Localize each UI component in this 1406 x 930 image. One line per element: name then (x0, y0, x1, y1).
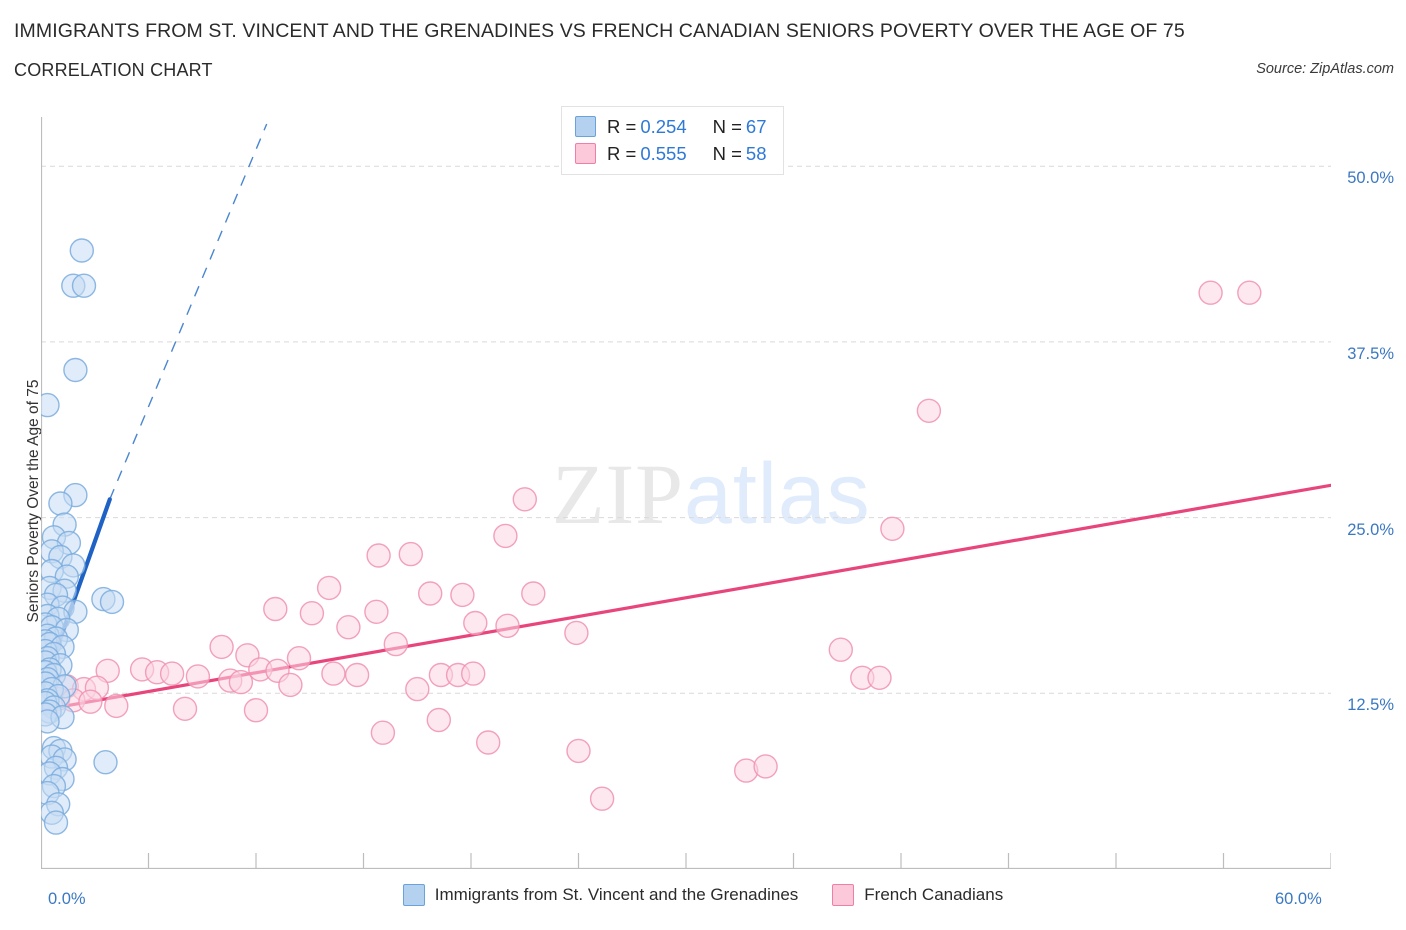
data-point (299, 601, 325, 626)
legend-item-series1[interactable]: Immigrants from St. Vincent and the Gren… (402, 884, 799, 906)
data-point (916, 398, 942, 423)
series2-r-label: R = (607, 142, 637, 164)
data-point (450, 582, 475, 608)
plot-area (41, 117, 1331, 869)
data-point (461, 661, 486, 686)
series1-n-value: 67 (745, 115, 767, 137)
data-point (316, 575, 342, 601)
data-point (99, 589, 125, 615)
data-point (398, 541, 423, 567)
data-point (41, 709, 60, 734)
data-point (564, 620, 589, 646)
legend-series2-label: French Canadians (864, 885, 1004, 904)
legend-series1-label: Immigrants from St. Vincent and the Gren… (434, 885, 799, 904)
data-point (753, 754, 778, 779)
series2-points (46, 280, 1262, 811)
data-point (476, 730, 501, 755)
data-point (48, 491, 73, 516)
data-point (344, 662, 370, 688)
data-point (566, 738, 591, 764)
data-point (1198, 280, 1223, 305)
data-point (1237, 280, 1262, 305)
data-point (209, 634, 234, 660)
data-point (336, 615, 361, 640)
data-point (521, 581, 546, 606)
data-point (286, 646, 312, 671)
data-point (405, 676, 430, 702)
data-point (463, 610, 488, 636)
page-subtitle: CORRELATION CHART (14, 60, 213, 80)
y-tick-label: 12.5% (1347, 696, 1394, 715)
data-point (63, 357, 88, 383)
data-point (228, 669, 254, 695)
data-point (426, 707, 451, 733)
data-point (418, 581, 443, 606)
data-point (78, 689, 103, 714)
data-point (364, 599, 389, 624)
page-title: IMMIGRANTS FROM ST. VINCENT AND THE GREN… (14, 20, 1185, 42)
chart-legend: Immigrants from St. Vincent and the Gren… (0, 884, 1406, 906)
data-point (185, 664, 211, 689)
data-point (370, 720, 396, 745)
data-point (589, 786, 615, 811)
y-tick-label: 37.5% (1347, 344, 1394, 363)
series1-points (41, 238, 125, 835)
series2-r-value: 0.555 (640, 142, 687, 164)
series1-n-label: N = (712, 115, 742, 137)
series1-swatch-icon (575, 116, 596, 137)
data-point (493, 523, 518, 549)
data-point (93, 750, 118, 775)
series2-swatch-icon (575, 143, 596, 164)
stats-row-series1: R = 0.254 N = 67 (575, 113, 767, 140)
legend-series2-swatch-icon (832, 884, 855, 906)
x-tick-label: 0.0% (48, 890, 86, 908)
data-point (880, 516, 905, 541)
series2-n-label: N = (712, 142, 742, 164)
data-point (69, 238, 94, 263)
data-point (41, 392, 60, 418)
data-point (366, 543, 391, 568)
data-point (71, 273, 97, 298)
scatter-plot-svg (41, 117, 1331, 869)
stats-row-series2: R = 0.555 N = 58 (575, 140, 767, 167)
data-point (263, 596, 288, 622)
correlation-stats-box: R = 0.254 N = 67 R = 0.555 N = 58 (561, 106, 784, 175)
series1-r-label: R = (607, 115, 637, 137)
x-tick-label: 60.0% (1275, 890, 1322, 908)
series1-trendline-extension (109, 123, 268, 500)
series2-n-value: 58 (745, 142, 767, 164)
legend-item-series2[interactable]: French Canadians (832, 884, 1003, 906)
data-point (383, 631, 408, 657)
data-point (495, 613, 520, 638)
data-point (867, 665, 892, 690)
data-point (512, 487, 537, 512)
y-tick-label: 25.0% (1347, 520, 1394, 539)
data-point (278, 672, 303, 698)
data-point (43, 810, 69, 835)
data-point (321, 661, 346, 686)
y-tick-label: 50.0% (1347, 169, 1394, 188)
data-point (828, 637, 853, 662)
data-point (159, 661, 185, 686)
source-label: Source: ZipAtlas.com (1256, 61, 1394, 77)
data-point (243, 698, 269, 723)
legend-series1-swatch-icon (402, 884, 425, 906)
series1-r-value: 0.254 (640, 115, 687, 137)
data-point (172, 696, 198, 721)
data-point (104, 693, 129, 719)
